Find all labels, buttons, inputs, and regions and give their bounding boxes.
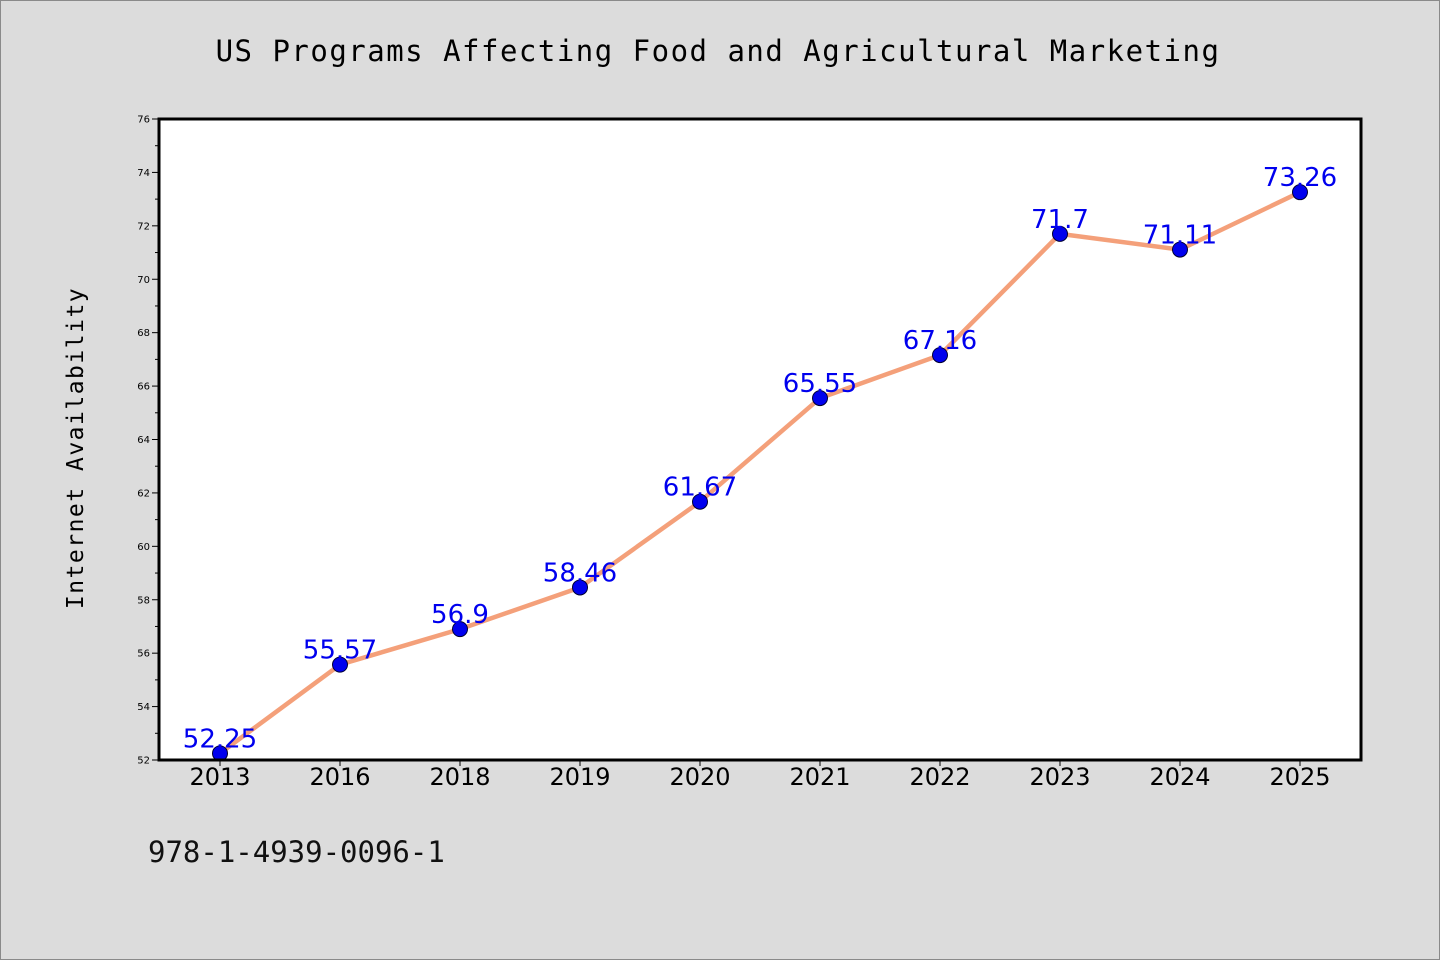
y-tick-label: 60 bbox=[137, 542, 150, 553]
x-tick-label: 2024 bbox=[1149, 763, 1210, 791]
data-point bbox=[932, 347, 948, 364]
y-tick-label: 62 bbox=[137, 488, 150, 499]
x-tick-label: 2019 bbox=[549, 763, 610, 791]
series-layer: 52.25 55.57 56.9 58.46 61.67 65.55 67.16 71.7 71… bbox=[183, 163, 1337, 762]
data-label: 65.55 bbox=[783, 369, 857, 399]
x-tick-label: 2025 bbox=[1269, 763, 1330, 791]
y-tick-label: 72 bbox=[137, 221, 150, 232]
data-point bbox=[332, 656, 348, 673]
data-label: 71.7 bbox=[1031, 205, 1089, 235]
data-label: 61.67 bbox=[663, 473, 737, 503]
data-point bbox=[1292, 184, 1308, 201]
x-axis: 2013 2016 2018 2019 2020 2021 2022 2023 2024 2025 bbox=[189, 760, 1331, 791]
y-tick-label: 58 bbox=[137, 595, 150, 606]
data-label: 67.16 bbox=[903, 326, 977, 356]
series-line bbox=[217, 189, 1303, 756]
data-point bbox=[692, 493, 708, 510]
data-label: 58.46 bbox=[543, 558, 617, 588]
x-tick-label: 2018 bbox=[429, 763, 490, 791]
chart-title: US Programs Affecting Food and Agricultu… bbox=[215, 34, 1221, 68]
y-tick-label: 76 bbox=[137, 115, 150, 126]
y-tick-label: 70 bbox=[137, 275, 150, 286]
plot-border bbox=[157, 117, 1363, 762]
y-tick-label: 52 bbox=[137, 756, 150, 767]
data-label: 52.25 bbox=[183, 724, 257, 754]
data-point bbox=[812, 390, 828, 407]
x-tick-label: 2013 bbox=[189, 763, 250, 791]
x-tick-label: 2023 bbox=[1029, 763, 1090, 791]
x-tick-label: 2020 bbox=[669, 763, 730, 791]
y-tick-label: 68 bbox=[137, 328, 150, 339]
data-label: 73.26 bbox=[1263, 163, 1337, 193]
isbn-text: 978-1-4939-0096-1 bbox=[148, 835, 445, 869]
data-point bbox=[452, 621, 468, 638]
data-point bbox=[1052, 225, 1068, 242]
y-tick-label: 74 bbox=[137, 168, 150, 179]
data-point bbox=[572, 579, 588, 596]
data-label: 71.11 bbox=[1143, 221, 1217, 251]
y-tick-label: 64 bbox=[137, 435, 150, 446]
data-label: 55.57 bbox=[303, 636, 377, 666]
y-tick-label: 54 bbox=[137, 702, 150, 713]
y-tick-label: 66 bbox=[137, 382, 150, 393]
x-tick-label: 2021 bbox=[789, 763, 850, 791]
data-label: 56.9 bbox=[431, 600, 489, 630]
x-tick-label: 2016 bbox=[309, 763, 370, 791]
y-axis: 52 54 56 58 60 62 64 66 68 70 72 74 76 bbox=[137, 115, 159, 767]
plot-area bbox=[159, 119, 1361, 760]
data-point bbox=[1172, 241, 1188, 258]
y-tick-label: 56 bbox=[137, 649, 150, 660]
x-tick-label: 2022 bbox=[909, 763, 970, 791]
